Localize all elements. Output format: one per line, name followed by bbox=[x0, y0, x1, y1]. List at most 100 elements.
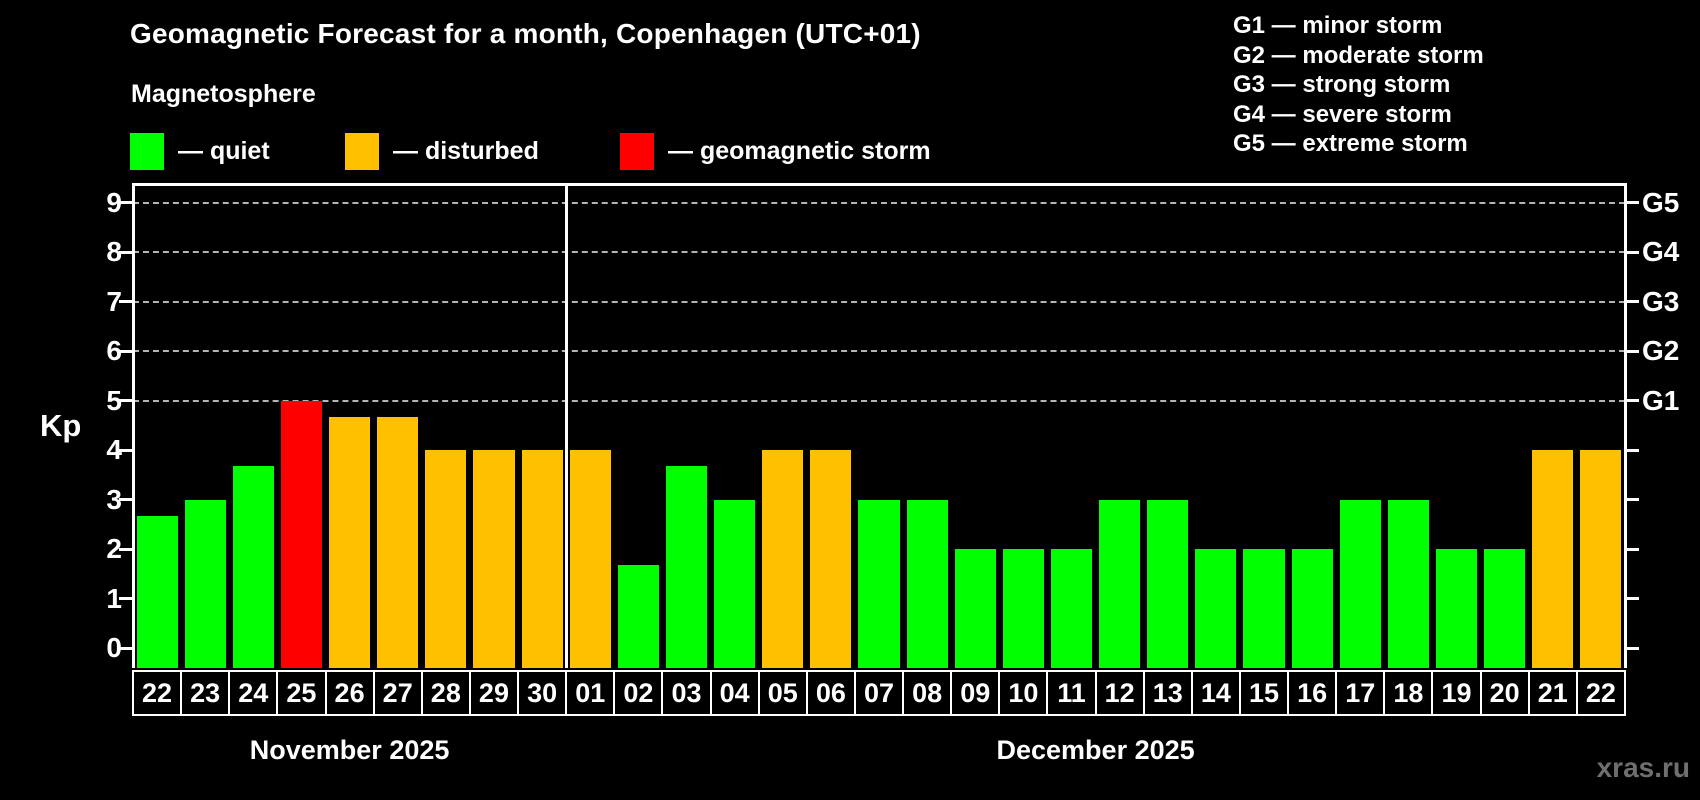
day-label-box: 30 bbox=[517, 670, 568, 716]
day-label-box: 23 bbox=[180, 670, 231, 716]
day-label-box: 02 bbox=[613, 670, 664, 716]
kp-bar bbox=[280, 400, 322, 668]
kp-bar bbox=[714, 499, 756, 668]
right-axis-tick bbox=[1626, 399, 1639, 402]
day-label-box: 08 bbox=[902, 670, 953, 716]
day-label-box: 10 bbox=[998, 670, 1049, 716]
right-axis-line bbox=[1624, 183, 1627, 668]
legend-item-storm: — geomagnetic storm bbox=[620, 131, 931, 171]
gridline-kp5 bbox=[133, 399, 1625, 402]
quiet-swatch-icon bbox=[130, 132, 164, 170]
day-label-box: 17 bbox=[1335, 670, 1386, 716]
kp-axis-title: Kp bbox=[40, 408, 82, 443]
storm-swatch-icon bbox=[620, 132, 654, 170]
legend-item-quiet: — quiet bbox=[130, 131, 270, 171]
day-label-box: 28 bbox=[420, 670, 471, 716]
y-axis-tick bbox=[119, 300, 132, 303]
kp-bar bbox=[1387, 499, 1429, 668]
legend-label-quiet: — quiet bbox=[178, 136, 270, 165]
month-separator-line bbox=[564, 183, 568, 668]
day-label-box: 03 bbox=[661, 670, 712, 716]
right-axis-tick bbox=[1626, 300, 1639, 303]
g-scale-axis-label: G2 bbox=[1642, 335, 1680, 366]
storm-scale-item-g5: G5 — extreme storm bbox=[1233, 130, 1468, 157]
storm-scale-item-g4: G4 — severe storm bbox=[1233, 100, 1452, 128]
y-axis-tick bbox=[119, 349, 132, 353]
kp-bar bbox=[521, 450, 563, 668]
kp-bar bbox=[858, 499, 900, 668]
page-title: Geomagnetic Forecast for a month, Copenh… bbox=[130, 18, 921, 49]
day-label-box: 24 bbox=[228, 670, 279, 716]
right-axis-tick bbox=[1626, 646, 1639, 650]
kp-bar bbox=[1002, 549, 1044, 668]
day-label-box: 04 bbox=[709, 670, 760, 716]
day-label-box: 09 bbox=[950, 670, 1001, 716]
kp-bar bbox=[762, 450, 804, 668]
day-label-box: 22 bbox=[1575, 670, 1626, 716]
right-axis-tick bbox=[1626, 349, 1639, 353]
legend-item-disturbed: — disturbed bbox=[345, 131, 539, 171]
plot-top-border bbox=[132, 183, 1627, 186]
legend-label-storm: — geomagnetic storm bbox=[668, 136, 931, 165]
right-axis-tick bbox=[1626, 201, 1639, 204]
y-axis-tick bbox=[119, 646, 132, 650]
kp-bar bbox=[954, 549, 996, 668]
day-label-box: 07 bbox=[853, 670, 905, 716]
g-scale-axis-label: G1 bbox=[1642, 384, 1680, 416]
y-axis-tick bbox=[119, 597, 132, 600]
storm-scale-item-g1: G1 — minor storm bbox=[1233, 12, 1443, 39]
day-label-box: 16 bbox=[1287, 670, 1338, 716]
right-axis-tick bbox=[1626, 597, 1639, 600]
y-axis-tick bbox=[119, 250, 132, 254]
day-label-box: 14 bbox=[1190, 670, 1241, 716]
day-label-box: 12 bbox=[1094, 670, 1145, 716]
g-scale-axis-label: G3 bbox=[1642, 285, 1680, 317]
day-label-box: 22 bbox=[132, 670, 183, 716]
day-label-box: 18 bbox=[1383, 670, 1434, 716]
kp-bar bbox=[1050, 549, 1093, 668]
kp-bar bbox=[136, 515, 178, 668]
subtitle-magnetosphere: Magnetosphere bbox=[131, 80, 316, 108]
kp-bar bbox=[1580, 450, 1622, 668]
y-axis-label: 2 bbox=[106, 533, 122, 564]
kp-bar bbox=[1532, 450, 1574, 668]
kp-bar bbox=[377, 416, 419, 668]
day-label-box: 21 bbox=[1527, 670, 1578, 716]
month-label: December 2025 bbox=[996, 735, 1195, 765]
gridline-kp8 bbox=[133, 251, 1625, 253]
y-axis-tick bbox=[119, 448, 132, 452]
kp-bar bbox=[1099, 499, 1141, 668]
kp-bar bbox=[1339, 499, 1381, 668]
storm-scale-item-g2: G2 — moderate storm bbox=[1233, 41, 1484, 69]
kp-bar bbox=[665, 466, 708, 668]
y-axis-tick bbox=[119, 498, 132, 501]
kp-bar bbox=[232, 466, 274, 668]
day-label-box: 15 bbox=[1238, 670, 1290, 716]
gridline-kp7 bbox=[133, 300, 1625, 303]
right-axis-tick bbox=[1626, 448, 1639, 452]
watermark-link[interactable]: xras.ru bbox=[1596, 752, 1690, 783]
day-label-box: 13 bbox=[1142, 670, 1193, 716]
g-scale-axis-label: G5 bbox=[1642, 186, 1680, 218]
kp-bar bbox=[329, 416, 371, 668]
day-label-box: 19 bbox=[1431, 670, 1482, 716]
gridline-kp6 bbox=[133, 350, 1625, 352]
day-label-box: 27 bbox=[372, 670, 423, 716]
y-axis-tick bbox=[119, 547, 132, 551]
disturbed-swatch-icon bbox=[345, 132, 379, 170]
kp-bar bbox=[1243, 549, 1285, 668]
kp-bar bbox=[473, 450, 515, 668]
day-label-box: 06 bbox=[805, 670, 856, 716]
y-axis-label: 8 bbox=[106, 236, 122, 267]
kp-bar bbox=[1435, 549, 1478, 668]
right-axis-tick bbox=[1626, 250, 1639, 254]
y-axis-label: 1 bbox=[106, 582, 122, 614]
kp-bar bbox=[1147, 499, 1189, 668]
kp-bar bbox=[810, 450, 852, 668]
gridline-kp9 bbox=[133, 201, 1625, 204]
day-label-box: 20 bbox=[1479, 670, 1530, 716]
right-axis-tick bbox=[1626, 547, 1639, 551]
kp-bar bbox=[184, 499, 226, 668]
